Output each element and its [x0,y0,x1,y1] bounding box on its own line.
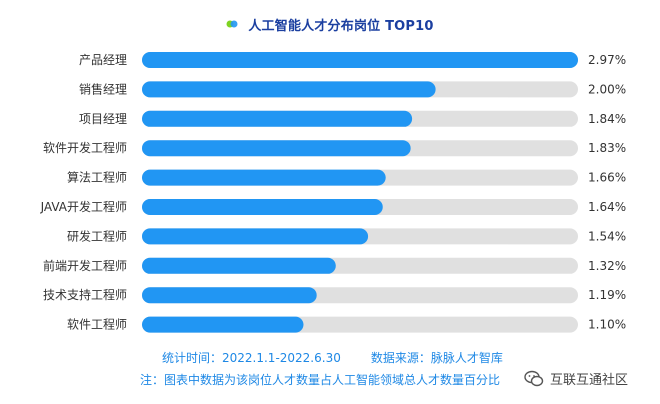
value-label: 1.32% [588,259,626,273]
value-label: 2.97% [588,53,626,67]
category-label: JAVA开发工程师 [40,199,127,214]
footer-note: 注：图表中数据为该岗位人才数量占人工智能领域总人才数量百分比 [140,373,501,387]
bar [142,169,386,186]
footer-line-1: 统计时间：2022.1.1-2022.6.30 数据来源：脉脉人才智库 [162,349,503,366]
value-label: 1.10% [588,318,626,332]
title-dots-icon [226,20,238,28]
category-label: 技术支持工程师 [43,287,127,302]
category-label: 算法工程师 [67,170,127,185]
bar [142,287,317,304]
category-label: 软件工程师 [67,317,127,332]
bar [142,199,383,215]
category-label: 产品经理 [79,53,127,67]
value-label: 1.84% [588,112,626,126]
bar [142,140,411,157]
footer-period: 统计时间：2022.1.1-2022.6.30 [162,351,341,365]
watermark-text: 互联互通社区 [550,373,629,388]
category-label: 前端开发工程师 [43,258,127,273]
value-label: 1.83% [588,141,626,155]
value-label: 1.54% [588,229,626,243]
category-label: 软件开发工程师 [43,140,127,155]
category-label: 项目经理 [79,112,127,126]
wechat-icon [524,370,544,386]
category-label: 销售经理 [79,81,127,96]
bar [142,110,413,127]
value-label: 1.66% [588,171,626,185]
category-label: 研发工程师 [67,228,127,243]
watermark: 互联互通社区 [520,367,633,390]
chart-title: 人工智能人才分布岗位 TOP10 [248,18,434,34]
bar [142,257,336,274]
footer-source: 数据来源：脉脉人才智库 [370,351,503,365]
value-label: 1.19% [588,288,626,302]
bar [142,228,369,245]
value-label: 1.64% [588,200,626,214]
bar [142,316,304,333]
chart-title-row: 人工智能人才分布岗位 TOP10 [0,14,660,34]
bar [142,52,578,68]
value-label: 2.00% [588,82,626,96]
bar [142,81,436,98]
